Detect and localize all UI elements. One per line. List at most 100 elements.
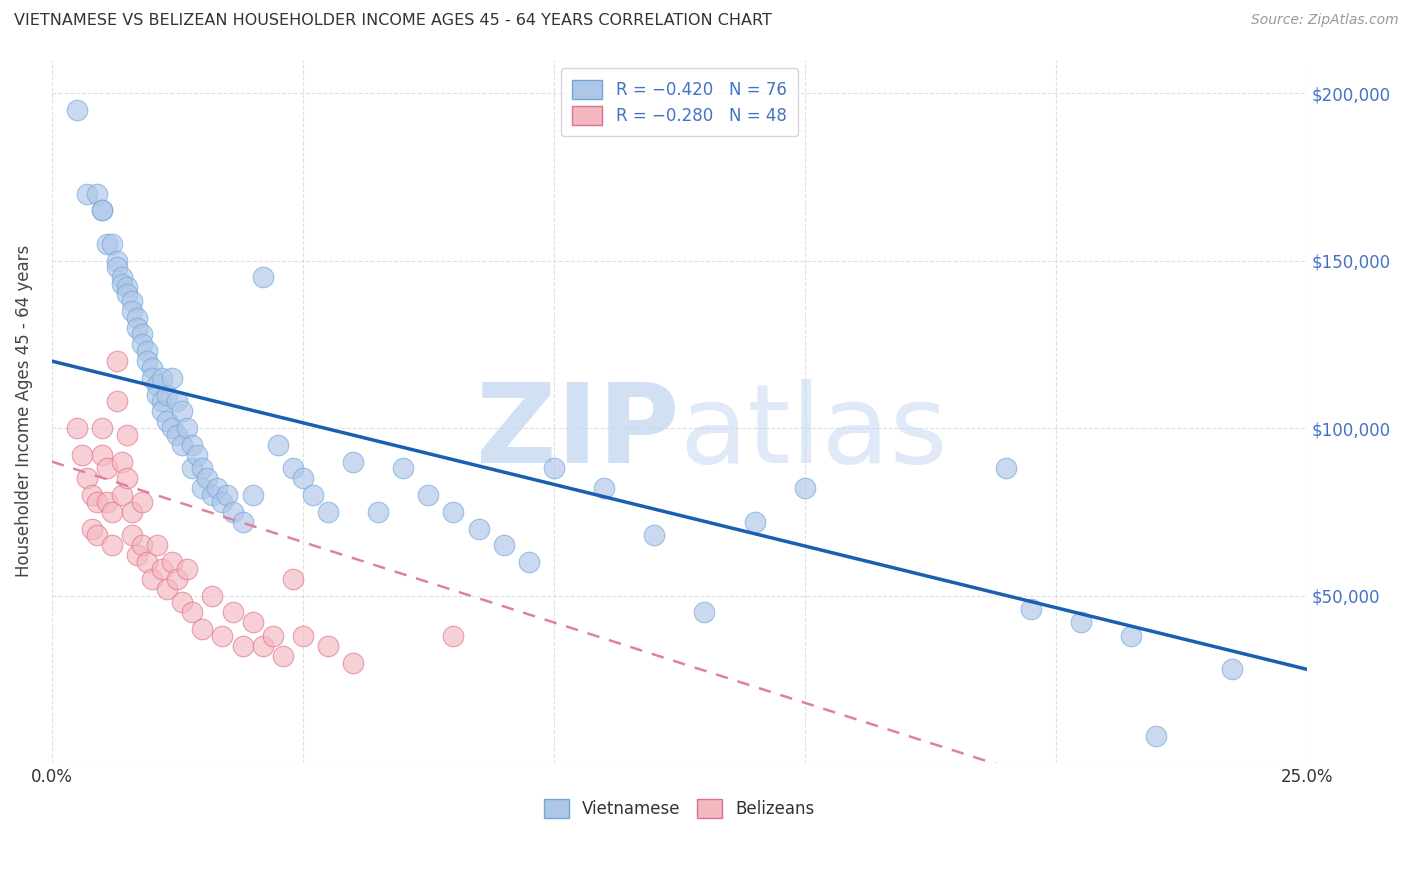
Point: [441, 505, 464, 519]
Point: [86, 528, 108, 542]
Point: [1121, 629, 1143, 643]
Point: [217, 488, 239, 502]
Point: [201, 488, 224, 502]
Point: [211, 629, 233, 643]
Point: [166, 394, 188, 409]
Point: [342, 455, 364, 469]
Point: [367, 505, 389, 519]
Point: [131, 327, 153, 342]
Point: [186, 448, 208, 462]
Point: [172, 595, 194, 609]
Point: [191, 622, 214, 636]
Point: [86, 495, 108, 509]
Point: [232, 515, 254, 529]
Point: [441, 629, 464, 643]
Point: [150, 562, 173, 576]
Point: [162, 371, 184, 385]
Point: [1220, 662, 1243, 676]
Point: [271, 648, 294, 663]
Point: [121, 505, 143, 519]
Point: [131, 538, 153, 552]
Point: [91, 203, 114, 218]
Point: [517, 555, 540, 569]
Point: [302, 488, 325, 502]
Point: [191, 461, 214, 475]
Point: [80, 488, 103, 502]
Point: [281, 572, 304, 586]
Point: [150, 394, 173, 409]
Point: [156, 414, 179, 428]
Y-axis label: Householder Income Ages 45 - 64 years: Householder Income Ages 45 - 64 years: [15, 245, 32, 577]
Point: [150, 404, 173, 418]
Point: [131, 495, 153, 509]
Point: [221, 505, 243, 519]
Point: [418, 488, 440, 502]
Point: [994, 461, 1017, 475]
Point: [150, 371, 173, 385]
Point: [197, 471, 219, 485]
Point: [172, 438, 194, 452]
Point: [141, 360, 163, 375]
Point: [146, 377, 169, 392]
Point: [242, 488, 264, 502]
Point: [146, 387, 169, 401]
Point: [156, 582, 179, 596]
Point: [115, 471, 138, 485]
Point: [146, 538, 169, 552]
Point: [101, 236, 124, 251]
Point: [86, 186, 108, 201]
Text: ZIP: ZIP: [477, 379, 679, 486]
Point: [136, 344, 159, 359]
Point: [181, 606, 204, 620]
Point: [105, 260, 128, 275]
Point: [156, 387, 179, 401]
Point: [316, 505, 339, 519]
Point: [252, 639, 274, 653]
Point: [267, 438, 290, 452]
Point: [111, 488, 134, 502]
Point: [1019, 602, 1042, 616]
Point: [91, 448, 114, 462]
Point: [80, 522, 103, 536]
Point: [131, 337, 153, 351]
Point: [176, 562, 198, 576]
Point: [101, 505, 124, 519]
Point: [105, 354, 128, 368]
Point: [141, 371, 163, 385]
Point: [101, 538, 124, 552]
Text: Source: ZipAtlas.com: Source: ZipAtlas.com: [1251, 13, 1399, 28]
Point: [172, 404, 194, 418]
Point: [232, 639, 254, 653]
Point: [291, 471, 314, 485]
Point: [105, 253, 128, 268]
Point: [127, 549, 149, 563]
Point: [221, 606, 243, 620]
Point: [211, 495, 233, 509]
Point: [281, 461, 304, 475]
Point: [342, 656, 364, 670]
Point: [543, 461, 565, 475]
Point: [316, 639, 339, 653]
Point: [96, 236, 118, 251]
Point: [207, 482, 229, 496]
Point: [166, 572, 188, 586]
Point: [91, 421, 114, 435]
Point: [115, 280, 138, 294]
Point: [121, 528, 143, 542]
Point: [242, 615, 264, 630]
Point: [96, 495, 118, 509]
Point: [162, 421, 184, 435]
Point: [111, 277, 134, 291]
Point: [115, 427, 138, 442]
Point: [191, 482, 214, 496]
Point: [744, 515, 766, 529]
Point: [176, 421, 198, 435]
Point: [66, 421, 89, 435]
Point: [793, 482, 815, 496]
Point: [1070, 615, 1092, 630]
Point: [121, 303, 143, 318]
Point: [262, 629, 284, 643]
Point: [141, 572, 163, 586]
Point: [111, 270, 134, 285]
Point: [643, 528, 665, 542]
